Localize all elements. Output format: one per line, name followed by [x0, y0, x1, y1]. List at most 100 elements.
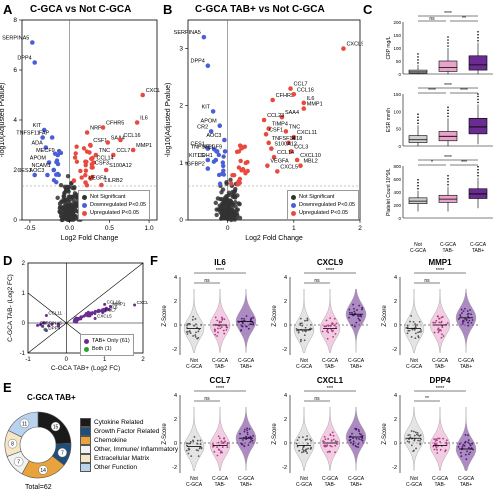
- group-label: C-GCA: [322, 358, 339, 364]
- violin-point: [306, 435, 309, 438]
- outlier-point: [447, 178, 449, 180]
- violin-point: [185, 331, 188, 333]
- group-label: Not: [300, 476, 308, 482]
- violin-point: [464, 307, 466, 310]
- tab-plus-point: [87, 312, 91, 316]
- violin-point: [241, 321, 244, 324]
- group-label: Not: [410, 476, 418, 482]
- violin-point: [353, 310, 356, 313]
- y-tick-label: 50: [396, 127, 402, 132]
- point-label: APOM: [30, 156, 47, 162]
- violin-point: [194, 335, 197, 338]
- labeled-point: [130, 147, 136, 153]
- group-label: TAB+: [350, 482, 362, 488]
- violin-point: [467, 434, 469, 437]
- violin-point: [352, 437, 355, 440]
- downregulated-point: [216, 152, 222, 158]
- upregulated-point: [89, 156, 94, 161]
- y-tick-label: -2: [172, 347, 177, 353]
- not-significant-point: [234, 216, 239, 221]
- sig-label: ***: [461, 160, 467, 166]
- upregulated-point: [236, 165, 242, 170]
- violin-point: [307, 447, 309, 450]
- violin-point: [434, 321, 436, 324]
- point-label: TNFSF14: [272, 136, 296, 142]
- downregulated-point: [220, 160, 226, 165]
- violin-point: [412, 320, 415, 323]
- violin-point: [302, 436, 304, 439]
- downregulated-point: [51, 178, 57, 183]
- violin-point: [296, 445, 299, 448]
- violin-point: [304, 438, 307, 441]
- violin-point: [301, 324, 304, 327]
- violin-point: [413, 328, 416, 331]
- sig-label: ns: [314, 278, 320, 284]
- violin-point: [186, 324, 188, 327]
- group-label: C-GCA: [212, 476, 229, 482]
- upregulated-point: [232, 173, 237, 178]
- point-label: TNFSF11: [191, 144, 214, 150]
- x-tick-label: 2: [141, 357, 145, 363]
- violin-point: [408, 441, 411, 443]
- violin-point: [361, 306, 364, 309]
- panel-label-b: B: [163, 2, 173, 17]
- outlier-point: [417, 178, 419, 181]
- violin: [183, 288, 205, 353]
- violin-point: [354, 325, 356, 328]
- y-axis-label: Z-Score: [272, 423, 278, 445]
- legend-dot-icon: [291, 194, 296, 200]
- labeled-point: [101, 311, 105, 314]
- violin-point: [418, 330, 421, 333]
- labeled-point: [217, 123, 223, 129]
- x-tick-label: 0: [226, 225, 230, 232]
- x-tick-label: 1: [292, 225, 296, 232]
- labeled-point: [279, 114, 285, 120]
- x-tick-label: 0.5: [105, 225, 114, 232]
- violin-point: [405, 327, 408, 329]
- violin-point: [464, 434, 467, 436]
- upregulated-point: [79, 175, 84, 180]
- violin-point: [196, 326, 198, 329]
- point-label: CSF1: [269, 127, 283, 133]
- outlier-point: [477, 34, 479, 36]
- upregulated-point: [238, 158, 243, 164]
- group-label: TAB-: [324, 482, 335, 488]
- group-label: C-GCA: [440, 242, 457, 248]
- y-tick-label: 0: [398, 72, 401, 77]
- violin-point: [406, 326, 409, 329]
- slice-count-badge: [19, 418, 30, 429]
- violin: [429, 288, 451, 353]
- tab-plus-point: [93, 312, 97, 316]
- not-significant-point: [65, 197, 70, 203]
- violin-point: [460, 455, 463, 458]
- violin-point: [214, 333, 217, 336]
- point-label: CCL3: [294, 144, 308, 150]
- violin-point: [410, 336, 413, 338]
- tab-plus-point: [93, 309, 97, 313]
- group-label: C-GCA: [432, 476, 449, 482]
- legend-label: Upregulated P<0.05: [299, 210, 349, 216]
- violin-point: [305, 448, 308, 451]
- violin-point: [247, 444, 250, 447]
- violin-point: [459, 451, 462, 454]
- not-significant-point: [221, 214, 227, 219]
- violin-point: [415, 447, 417, 450]
- violin-point: [217, 435, 220, 438]
- violin-point: [358, 432, 361, 435]
- swatch-icon: [80, 445, 91, 454]
- tab-plus-point: [41, 321, 45, 325]
- violin-point: [330, 445, 333, 448]
- violin-point: [221, 446, 224, 448]
- violin-point: [303, 334, 306, 337]
- violin-point: [470, 313, 473, 316]
- outlier-point: [417, 59, 419, 61]
- point-label: IL6: [307, 96, 315, 102]
- legend-label: Growth Factor Related: [94, 428, 160, 435]
- x-tick-label: -0.5: [24, 225, 36, 232]
- group-label: C-GCA: [406, 482, 423, 488]
- labeled-point: [49, 135, 55, 140]
- point-label: SAA4: [111, 136, 125, 142]
- violin-point: [409, 436, 412, 439]
- point-label: MEGF9: [203, 144, 222, 150]
- tab-plus-point: [57, 322, 61, 326]
